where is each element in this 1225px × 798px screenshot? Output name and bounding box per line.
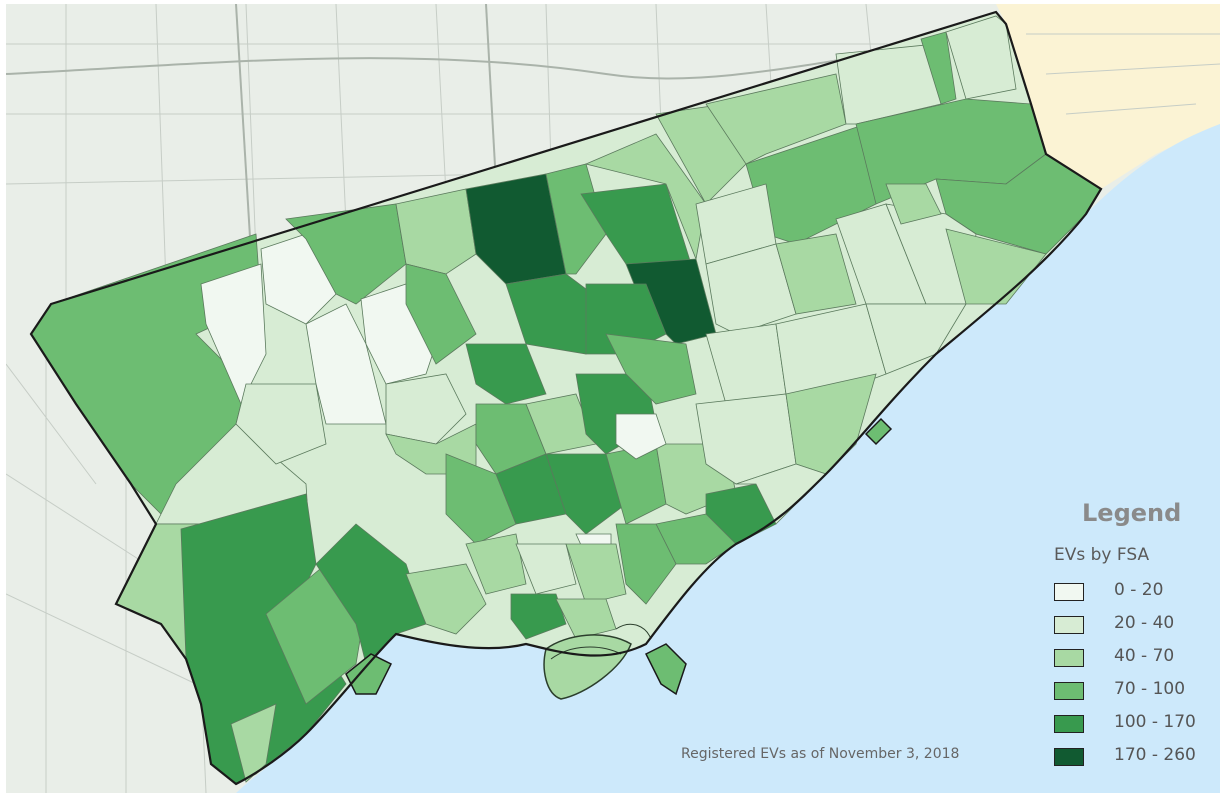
fsa-region[interactable] bbox=[465, 343, 547, 405]
legend-class-list: 0 - 20 20 - 40 40 - 70 70 - 100 100 - 170 170… bbox=[1046, 577, 1216, 775]
legend-panel: Legend EVs by FSA 0 - 20 20 - 40 40 - 70 70… bbox=[1046, 499, 1216, 775]
fsa-region[interactable] bbox=[945, 15, 1017, 100]
highway-lines bbox=[6, 4, 997, 255]
legend-subtitle: EVs by FSA bbox=[1054, 545, 1150, 565]
legend-row: 70 - 100 bbox=[1046, 676, 1216, 709]
fsa-regions bbox=[30, 15, 1102, 785]
legend-label: 70 - 100 bbox=[1114, 679, 1186, 699]
legend-row: 40 - 70 bbox=[1046, 643, 1216, 676]
legend-swatch bbox=[1054, 649, 1084, 667]
fsa-region[interactable] bbox=[465, 533, 527, 595]
fsa-region[interactable] bbox=[230, 703, 277, 783]
legend-swatch bbox=[1054, 583, 1084, 601]
legend-swatch bbox=[1054, 748, 1084, 766]
fsa-region[interactable] bbox=[315, 523, 427, 665]
fsa-region[interactable] bbox=[920, 31, 957, 105]
legend-label: 40 - 70 bbox=[1114, 646, 1175, 666]
fsa-region[interactable] bbox=[705, 243, 797, 335]
legend-label: 0 - 20 bbox=[1114, 580, 1164, 600]
legend-row: 100 - 170 bbox=[1046, 709, 1216, 742]
fsa-region[interactable] bbox=[775, 233, 857, 315]
legend-row: 20 - 40 bbox=[1046, 610, 1216, 643]
legend-title: Legend bbox=[1082, 499, 1182, 527]
fsa-region[interactable] bbox=[445, 453, 517, 545]
fsa-region[interactable] bbox=[705, 73, 847, 165]
fsa-region[interactable] bbox=[395, 188, 477, 275]
fsa-region[interactable] bbox=[405, 263, 477, 365]
legend-swatch bbox=[1054, 616, 1084, 634]
legend-row: 170 - 260 bbox=[1046, 742, 1216, 775]
fsa-region[interactable] bbox=[515, 543, 577, 595]
fsa-region[interactable] bbox=[605, 333, 697, 405]
fsa-region[interactable] bbox=[885, 183, 942, 225]
fsa-region[interactable] bbox=[545, 453, 627, 535]
fsa-region[interactable] bbox=[385, 373, 467, 445]
legend-swatch bbox=[1054, 682, 1084, 700]
fsa-region[interactable] bbox=[235, 383, 327, 465]
fsa-region[interactable] bbox=[615, 413, 667, 460]
fsa-region[interactable] bbox=[405, 563, 487, 635]
fsa-region[interactable] bbox=[945, 228, 1047, 305]
legend-label: 100 - 170 bbox=[1114, 712, 1196, 732]
legend-label: 170 - 260 bbox=[1114, 745, 1196, 765]
toronto-islands bbox=[543, 623, 652, 700]
legend-swatch bbox=[1054, 715, 1084, 733]
city-boundary bbox=[29, 10, 1103, 786]
coastal-features bbox=[345, 417, 893, 696]
fsa-region[interactable] bbox=[510, 593, 567, 640]
map-footnote: Registered EVs as of November 3, 2018 bbox=[681, 746, 960, 762]
choropleth-map[interactable] bbox=[6, 4, 1220, 793]
lake-ontario bbox=[236, 124, 1220, 793]
fsa-region[interactable] bbox=[565, 543, 627, 605]
fsa-region[interactable] bbox=[200, 263, 267, 405]
road-network bbox=[6, 4, 1220, 793]
legend-label: 20 - 40 bbox=[1114, 613, 1175, 633]
northeast-land bbox=[996, 4, 1220, 189]
legend-row: 0 - 20 bbox=[1046, 577, 1216, 610]
map-canvas[interactable]: Legend EVs by FSA 0 - 20 20 - 40 40 - 70 70… bbox=[6, 4, 1220, 793]
fsa-region[interactable] bbox=[615, 523, 677, 605]
fsa-region[interactable] bbox=[545, 163, 607, 275]
